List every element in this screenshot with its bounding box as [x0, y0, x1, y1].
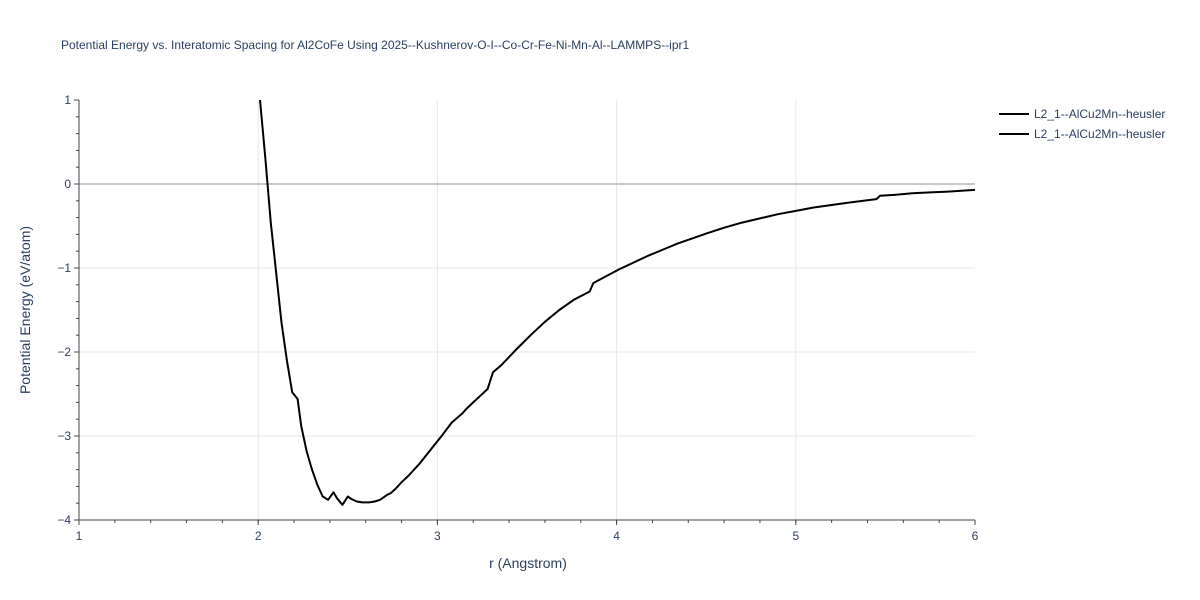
y-tick-label: −2 — [57, 345, 71, 359]
x-axis-title: r (Angstrom) — [489, 555, 567, 571]
y-tick-label: 1 — [64, 93, 71, 107]
y-tick-label: −1 — [57, 261, 71, 275]
x-tick-label: 5 — [792, 529, 799, 543]
series-layer — [259, 99, 976, 506]
x-tick-label: 1 — [76, 529, 83, 543]
x-tick-label: 6 — [972, 529, 979, 543]
legend-label: L2_1--AlCu2Mn--heusler — [1034, 107, 1165, 121]
grid — [79, 100, 975, 520]
x-tick-label: 3 — [434, 529, 441, 543]
y-tick-label: −4 — [57, 513, 71, 527]
y-tick-label: −3 — [57, 429, 71, 443]
series-line-1 — [259, 99, 976, 506]
legend-label: L2_1--AlCu2Mn--heusler — [1034, 127, 1165, 141]
y-tick-label: 0 — [64, 177, 71, 191]
legend: L2_1--AlCu2Mn--heusler L2_1--AlCu2Mn--heu… — [999, 107, 1165, 141]
chart-title: Potential Energy vs. Interatomic Spacing… — [61, 38, 690, 52]
x-tick-label: 4 — [613, 529, 620, 543]
x-tick-label: 2 — [255, 529, 262, 543]
axes: 1 2 3 4 5 6 1 0 −1 −2 −3 −4 — [57, 93, 978, 543]
y-axis-title: Potential Energy (eV/atom) — [17, 226, 33, 394]
